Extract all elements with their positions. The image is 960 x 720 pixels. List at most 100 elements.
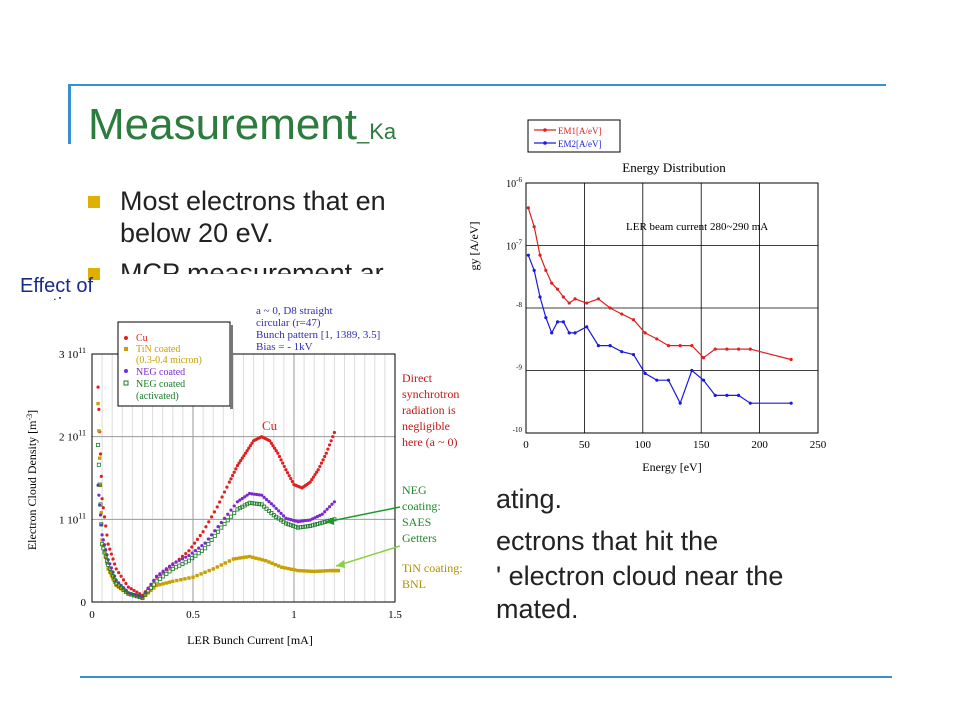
energy-distribution-chart: EM1[A/eV] EM2[A/eV] Energy Distribution … [466,116,856,484]
cu-point [97,407,101,411]
em2-point [526,253,530,257]
right-y-tick-label: 10-6 [506,176,522,190]
legend-label-tin: TiN coated [136,344,180,355]
condition-line-2: circular (r=47) [256,317,321,329]
neg-activated-point [300,524,305,529]
cu-point [184,551,188,556]
em2-point [585,325,589,329]
right-y-axis-label: gy [A/eV] [467,222,481,271]
cu-point [289,477,293,481]
cu-point [124,581,128,586]
neg-point [209,533,214,537]
right-y-tick-label: -10 [513,426,523,434]
svg-text:coating:: coating: [402,499,441,513]
cu-point [198,533,202,538]
neg-activated-point [190,556,195,561]
neg-point [318,513,322,517]
cu-point [204,525,208,529]
neg-point [190,551,194,555]
neg-activated-point [313,522,318,527]
neg-activated-point [317,521,322,526]
cu-point [243,451,248,455]
neg-activated-point [151,582,156,587]
tin-point [227,559,232,563]
neg-activated-point [212,533,217,538]
right-chart-ticks: 0 50 100 150 200 250 10-6 10-7 -8 -9 -10 [506,176,827,451]
tin-point [318,569,323,573]
em2-point [701,378,706,382]
neg-activated-point [315,521,320,526]
neg-activated-point [167,569,172,574]
neg-point [245,493,249,497]
neg-point [294,519,298,523]
legend-label-cu: Cu [136,333,148,344]
neg-point [298,519,303,523]
neg-activated-point [186,558,191,563]
neg-point [267,500,271,504]
neg-point [203,541,207,545]
bottom-text-line3: ' electron cloud near the [496,561,784,591]
neg-activated-point [107,566,112,571]
em1-point [550,281,554,285]
neg-point [219,520,223,525]
left-y-tick-label: 1 1011 [59,511,86,526]
svg-text:NEG: NEG [402,483,427,497]
cu-point [207,520,211,524]
em2-point [643,371,647,375]
cu-point [271,444,275,448]
em2-point [550,331,554,335]
neg-point [235,500,240,504]
tin-point [234,556,239,561]
em2-point [620,350,624,354]
bottom-text-line2: ectrons that hit the [496,526,719,556]
svg-text:Getters: Getters [402,531,437,545]
left-rule [68,84,71,144]
legend-marker-em2 [543,141,547,145]
right-chart-series [526,206,793,405]
top-rule [68,84,886,86]
tin-point [276,564,281,568]
tin-point [302,569,307,573]
slide-title-main: Measurement [88,100,358,149]
em2-point [608,344,612,348]
right-x-tick-label: 0 [523,439,529,451]
slide-title: Measurement_Ka [88,100,396,150]
tin-point [270,561,274,566]
tin-point [97,429,101,433]
cu-point [113,562,117,566]
cu-point [96,385,100,389]
neg-activated-point [216,529,221,534]
cu-point [108,547,112,551]
em1-point [789,357,793,362]
cu-point [180,554,185,558]
left-chart-ticks: 0 0.5 1 1.5 0 1 1011 2 1011 3 1011 [59,346,402,621]
em1-point [713,347,717,351]
em1-point [585,301,589,305]
cu-point [106,542,110,546]
cu-point [273,446,277,450]
neg-point [98,513,103,517]
tin-point [199,572,203,576]
neg-point [315,514,320,519]
left-chart-series [96,385,341,600]
em2-point [655,378,659,382]
neg-point [277,509,281,513]
neg-activated-point [103,554,108,559]
right-x-tick-label: 200 [751,439,768,451]
annotation-tin-coating: TiN coating: BNL [402,561,463,591]
tin-point [247,554,252,559]
neg-point [281,514,286,518]
bullet1-line2: below 20 eV. [120,218,274,248]
neg-point [286,517,290,521]
condition-line-4: Bias = - 1kV [256,341,313,353]
neg-point [216,525,220,529]
em1-point [596,297,601,301]
cu-point [321,458,325,462]
neg-point [243,495,247,499]
cu-point [229,477,233,481]
cu-point [111,557,115,561]
legend-label-em2: EM2[A/eV] [558,139,602,149]
neg-point [238,498,242,502]
cu-point [222,490,227,494]
neg-activated-point [225,518,230,523]
